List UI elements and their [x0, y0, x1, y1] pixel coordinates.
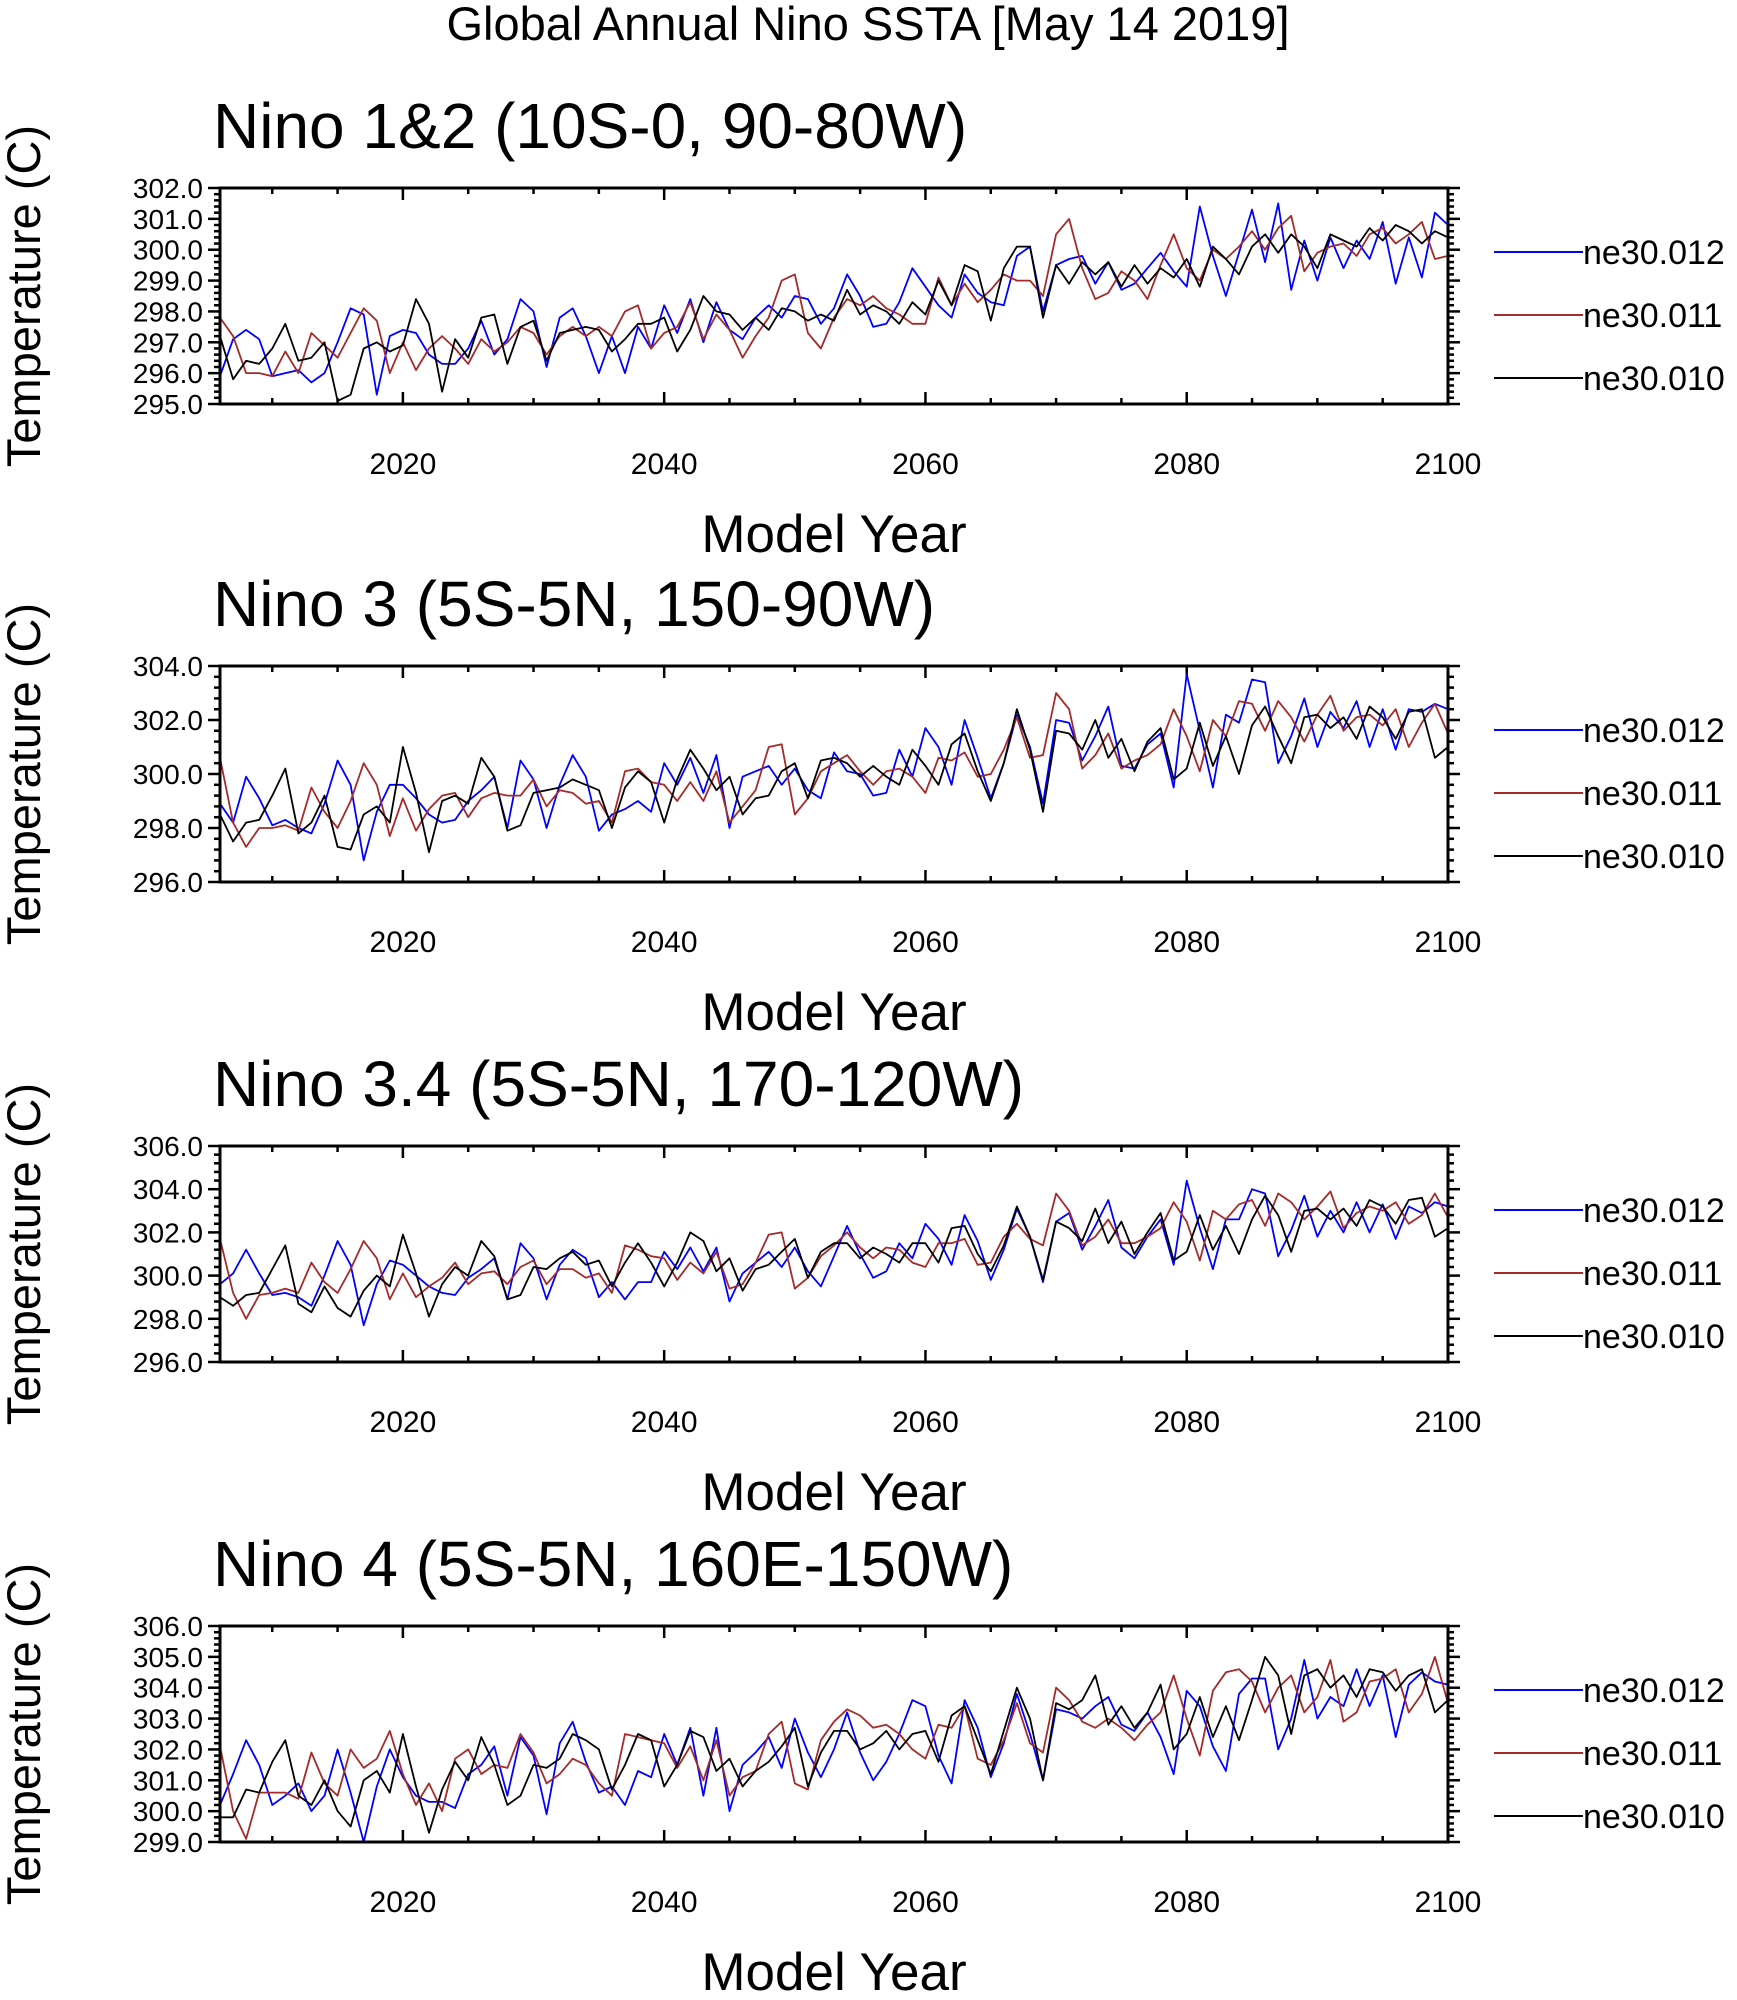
series-line-ne30-010 [219, 705, 1449, 854]
panel-title: Nino 4 (5S-5N, 160E-150W) [213, 1528, 1013, 1600]
x-tick-label: 2100 [1415, 926, 1482, 959]
plot-frame [218, 1624, 1450, 1844]
x-axis-label: Model Year [701, 983, 966, 1042]
y-tick-label: 302.0 [133, 1217, 203, 1248]
x-tick-label: 2020 [370, 926, 437, 959]
x-axis-label: Model Year [701, 505, 966, 564]
x-tick-label: 2060 [892, 448, 959, 481]
legend-label: ne30.011 [1583, 775, 1722, 813]
y-tick-label: 298.0 [133, 813, 203, 844]
series-line-ne30-012 [219, 1659, 1449, 1843]
legend-label: ne30.011 [1583, 1255, 1722, 1293]
y-tick-label: 302.0 [133, 173, 203, 204]
y-tick-label: 300.0 [133, 759, 203, 790]
y-axis-label: Temperature (C) [0, 603, 50, 945]
legend-label: ne30.010 [1583, 360, 1725, 398]
plot-frame [218, 1144, 1450, 1364]
y-tick-label: 305.0 [133, 1642, 203, 1673]
x-tick-label: 2080 [1153, 1886, 1220, 1919]
series-line-ne30-012 [219, 202, 1449, 396]
legend-label: ne30.012 [1583, 712, 1725, 750]
series-line-ne30-011 [219, 1190, 1449, 1320]
series-line-ne30-012 [219, 673, 1449, 862]
legend-label: ne30.011 [1583, 297, 1722, 335]
y-tick-label: 302.0 [133, 1734, 203, 1765]
x-axis-label: Model Year [701, 1943, 966, 2000]
y-tick-label: 303.0 [133, 1704, 203, 1735]
chart-panel-3: Nino 3.4 (5S-5N, 170-120W) Temperature (C… [0, 1048, 1725, 1522]
legend-label: ne30.010 [1583, 1798, 1725, 1836]
x-tick-label: 2100 [1415, 1406, 1482, 1439]
x-tick-label: 2040 [631, 448, 698, 481]
figure-title: Global Annual Nino SSTA [May 14 2019] [446, 0, 1289, 50]
x-tick-label: 2080 [1153, 926, 1220, 959]
series-line-ne30-011 [219, 1656, 1449, 1840]
legend-label: ne30.010 [1583, 838, 1725, 876]
legend-label: ne30.012 [1583, 1192, 1725, 1230]
x-tick-label: 2100 [1415, 448, 1482, 481]
series-line-ne30-012 [219, 1179, 1449, 1327]
y-tick-label: 300.0 [133, 1261, 203, 1292]
x-tick-label: 2040 [631, 1406, 698, 1439]
legend-label: ne30.011 [1583, 1735, 1722, 1773]
chart-panel-1: Nino 1&2 (10S-0, 90-80W) Temperature (C) M… [0, 90, 1725, 564]
x-tick-label: 2060 [892, 1886, 959, 1919]
y-tick-label: 298.0 [133, 296, 203, 327]
x-tick-label: 2020 [370, 448, 437, 481]
legend-label: ne30.012 [1583, 1672, 1725, 1710]
y-axis-label: Temperature (C) [0, 1563, 50, 1905]
y-tick-label: 296.0 [133, 358, 203, 389]
series-line-ne30-011 [219, 692, 1449, 848]
y-tick-label: 299.0 [133, 1827, 203, 1858]
panel-title: Nino 3 (5S-5N, 150-90W) [213, 568, 935, 640]
x-tick-label: 2100 [1415, 1886, 1482, 1919]
x-tick-label: 2020 [370, 1886, 437, 1919]
legend-label: ne30.012 [1583, 234, 1725, 272]
x-tick-label: 2060 [892, 1406, 959, 1439]
y-tick-label: 300.0 [133, 235, 203, 266]
y-tick-label: 301.0 [133, 1765, 203, 1796]
series-line-ne30-010 [220, 1656, 1449, 1834]
series-line-ne30-010 [219, 1194, 1449, 1318]
legend-label: ne30.010 [1583, 1318, 1725, 1356]
y-tick-label: 295.0 [133, 389, 203, 420]
y-tick-label: 304.0 [133, 651, 203, 682]
y-tick-label: 297.0 [133, 327, 203, 358]
y-axis-label: Temperature (C) [0, 1083, 50, 1425]
panel-title: Nino 3.4 (5S-5N, 170-120W) [213, 1048, 1024, 1120]
x-tick-label: 2040 [631, 1886, 698, 1919]
plot-frame [218, 186, 1450, 406]
y-tick-label: 306.0 [133, 1131, 203, 1162]
panel-title: Nino 1&2 (10S-0, 90-80W) [213, 90, 967, 162]
x-tick-label: 2080 [1153, 1406, 1220, 1439]
y-tick-label: 296.0 [133, 867, 203, 898]
y-axis-label: Temperature (C) [0, 125, 50, 467]
x-tick-label: 2060 [892, 926, 959, 959]
y-tick-label: 306.0 [133, 1611, 203, 1642]
series-line-ne30-011 [219, 214, 1449, 378]
y-tick-label: 299.0 [133, 266, 203, 297]
x-axis-label: Model Year [701, 1463, 966, 1522]
series-line-ne30-010 [219, 224, 1449, 402]
x-tick-label: 2080 [1153, 448, 1220, 481]
y-tick-label: 300.0 [133, 1796, 203, 1827]
y-tick-label: 301.0 [133, 204, 203, 235]
chart-panel-2: Nino 3 (5S-5N, 150-90W) Temperature (C) Mo… [0, 568, 1725, 1042]
plot-frame [218, 664, 1450, 884]
y-tick-label: 298.0 [133, 1304, 203, 1335]
chart-panel-4: Nino 4 (5S-5N, 160E-150W) Temperature (C)… [0, 1528, 1725, 2000]
y-tick-label: 304.0 [133, 1673, 203, 1704]
y-tick-label: 304.0 [133, 1174, 203, 1205]
y-tick-label: 302.0 [133, 705, 203, 736]
x-tick-label: 2020 [370, 1406, 437, 1439]
x-tick-label: 2040 [631, 926, 698, 959]
y-tick-label: 296.0 [133, 1347, 203, 1378]
